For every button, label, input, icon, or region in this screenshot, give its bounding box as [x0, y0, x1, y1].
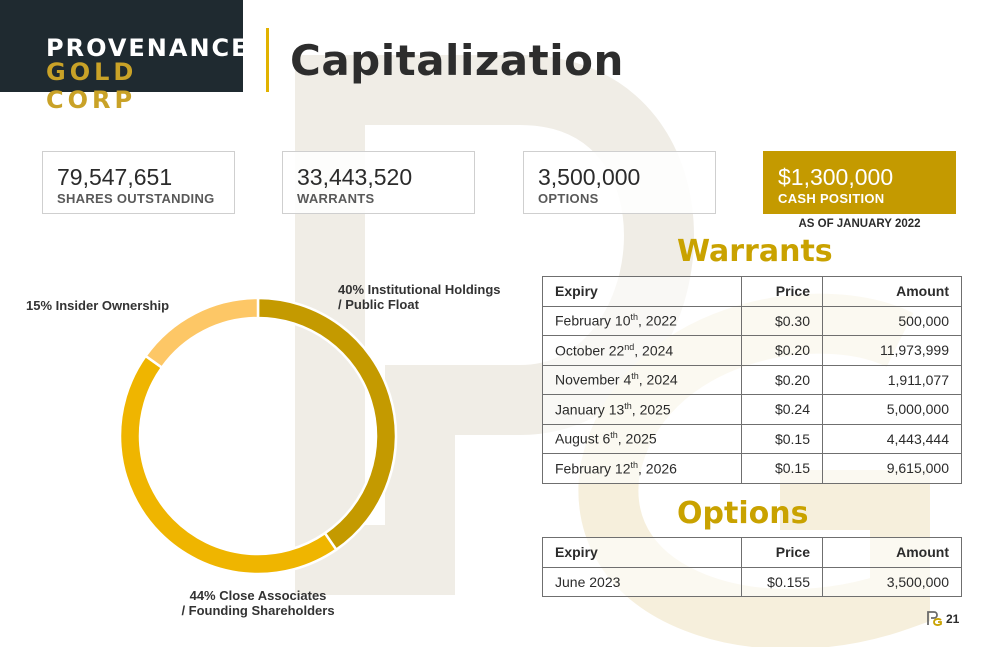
expiry-cell: February 10th, 2022	[542, 305, 742, 336]
table-header-row: Expiry Price Amount	[542, 537, 962, 568]
brand-logo: PROVENANCE GOLD CORP	[0, 0, 250, 114]
price-cell: $0.15	[741, 423, 823, 454]
expiry-cell: January 13th, 2025	[542, 394, 742, 425]
slice-label-insider: 15% Insider Ownership	[26, 298, 169, 313]
warrants-title: Warrants	[677, 234, 833, 269]
amount-cell: 4,443,444	[822, 423, 962, 454]
expiry-cell: November 4th, 2024	[542, 364, 742, 395]
ownership-donut-chart: 40% Institutional Holdings / Public Floa…	[26, 282, 501, 618]
table-header-row: Expiry Price Amount	[542, 276, 962, 307]
column-header-expiry: Expiry	[542, 537, 742, 568]
amount-cell: 500,000	[822, 305, 962, 336]
brand-name-line2: GOLD CORP	[46, 58, 138, 114]
stat-label: OPTIONS	[538, 191, 599, 206]
slice-label-associates-line1: 44% Close Associates	[190, 588, 327, 603]
stat-warrants: 33,443,520 WARRANTS	[282, 151, 475, 214]
expiry-cell: August 6th, 2025	[542, 423, 742, 454]
price-cell: $0.24	[741, 394, 823, 425]
stat-label: CASH POSITION	[778, 191, 885, 206]
price-cell: $0.15	[741, 453, 823, 484]
stat-cash-position: $1,300,000 CASH POSITION	[763, 151, 956, 214]
expiry-cell: October 22nd, 2024	[542, 335, 742, 366]
slice-label-institutional-line1: 40% Institutional Holdings	[338, 282, 501, 297]
table-row: June 2023 $0.155 3,500,000	[542, 566, 962, 597]
table-row: November 4th, 2024 $0.20 1,911,077	[542, 364, 962, 395]
price-cell: $0.20	[741, 364, 823, 395]
amount-cell: 11,973,999	[822, 335, 962, 366]
stat-value: 79,547,651	[57, 164, 173, 190]
page-title: Capitalization	[290, 36, 624, 85]
options-table: Expiry Price Amount June 2023 $0.155 3,5…	[542, 537, 962, 597]
title-divider	[266, 28, 269, 92]
column-header-expiry: Expiry	[542, 276, 742, 307]
amount-cell: 1,911,077	[822, 364, 962, 395]
column-header-amount: Amount	[822, 276, 962, 307]
as-of-note: AS OF JANUARY 2022	[798, 218, 921, 230]
amount-cell: 9,615,000	[822, 453, 962, 484]
slice-label-associates-line2: / Founding Shareholders	[181, 603, 334, 618]
stat-label: WARRANTS	[297, 191, 375, 206]
table-row: February 12th, 2026 $0.15 9,615,000	[542, 453, 962, 484]
stat-value: $1,300,000	[778, 164, 894, 190]
column-header-price: Price	[741, 537, 823, 568]
table-row: October 22nd, 2024 $0.20 11,973,999	[542, 335, 962, 366]
stat-options: 3,500,000 OPTIONS	[523, 151, 716, 214]
price-cell: $0.20	[741, 335, 823, 366]
table-row: January 13th, 2025 $0.24 5,000,000	[542, 394, 962, 425]
column-header-amount: Amount	[822, 537, 962, 568]
options-title: Options	[677, 496, 809, 531]
page-number: 21	[946, 612, 960, 626]
price-cell: $0.30	[741, 305, 823, 336]
donut-slice-associates	[118, 354, 338, 576]
donut-slice-institutional	[256, 296, 398, 552]
column-header-price: Price	[741, 276, 823, 307]
expiry-cell: February 12th, 2026	[542, 453, 742, 484]
expiry-cell: June 2023	[542, 566, 742, 597]
warrants-table: Expiry Price Amount February 10th, 2022 …	[542, 276, 962, 484]
amount-cell: 5,000,000	[822, 394, 962, 425]
table-row: February 10th, 2022 $0.30 500,000	[542, 305, 962, 336]
brand-name-line1: PROVENANCE	[46, 34, 250, 62]
amount-cell: 3,500,000	[822, 566, 962, 597]
stat-label: SHARES OUTSTANDING	[57, 191, 215, 206]
donut-slice-insider	[143, 296, 260, 370]
stat-value: 33,443,520	[297, 164, 413, 190]
slice-label-institutional-line2: / Public Float	[338, 297, 420, 312]
stat-value: 3,500,000	[538, 164, 641, 190]
pg-monogram-icon	[927, 611, 942, 626]
table-row: August 6th, 2025 $0.15 4,443,444	[542, 423, 962, 454]
price-cell: $0.155	[741, 566, 823, 597]
stat-shares-outstanding: 79,547,651 SHARES OUTSTANDING	[42, 151, 235, 214]
